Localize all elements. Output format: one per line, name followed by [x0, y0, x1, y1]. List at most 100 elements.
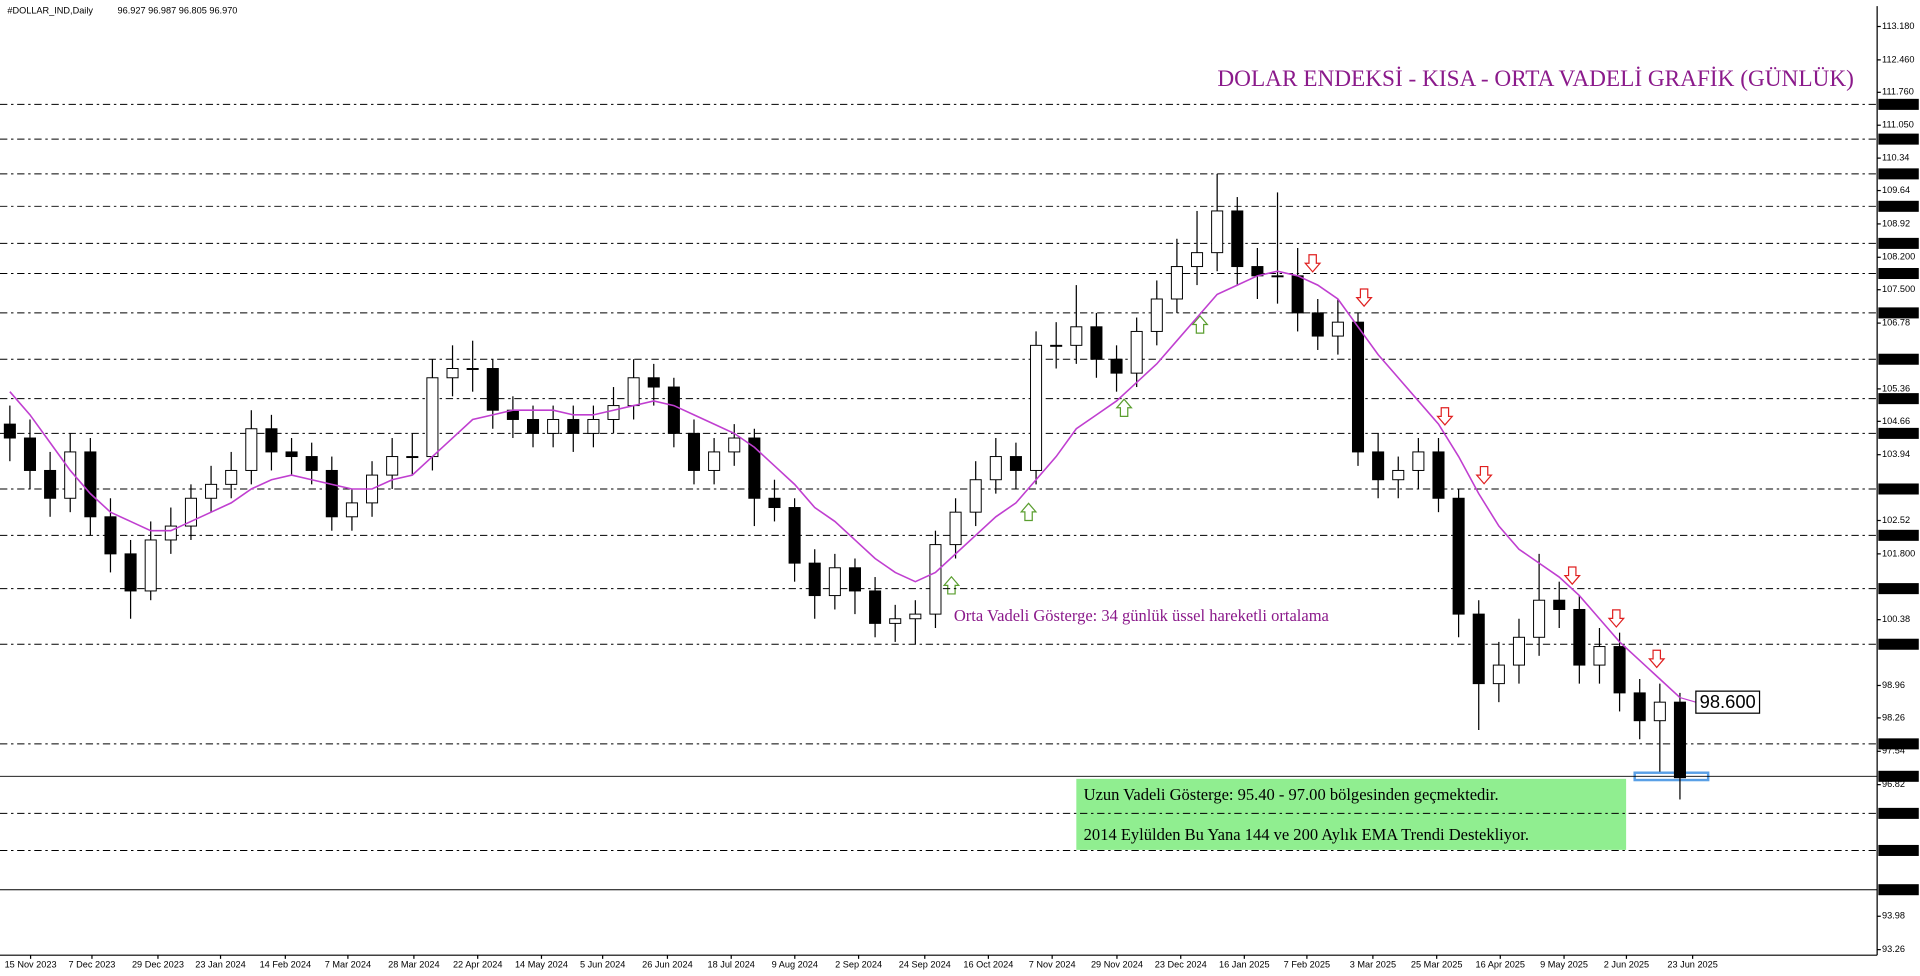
x-tick-label: 7 Dec 2023 — [68, 959, 115, 969]
candle-body — [84, 451, 97, 518]
level-label-box — [1878, 738, 1919, 750]
candle-body — [3, 423, 16, 439]
candle-body — [144, 539, 157, 592]
candle-body — [23, 437, 37, 471]
x-tick-label: 29 Nov 2024 — [1091, 959, 1143, 969]
level-label: 105.150 — [1881, 394, 1914, 404]
up-arrow — [1191, 315, 1209, 334]
x-tick-label: 28 Mar 2024 — [388, 959, 439, 969]
candle-body — [1472, 613, 1485, 685]
level-label-box — [1878, 353, 1919, 365]
level-label: 103.200 — [1881, 484, 1914, 494]
y-tick-label: 108.92 — [1882, 218, 1910, 228]
candle-body — [64, 451, 77, 499]
level-label: 95.400 — [1881, 845, 1909, 855]
level-label: 101.050 — [1881, 584, 1914, 594]
candle-body — [305, 456, 318, 471]
y-tick-label: 97.54 — [1882, 746, 1905, 756]
x-tick-label: 18 Jul 2024 — [708, 959, 755, 969]
candle-body — [1231, 210, 1244, 268]
candle-body — [1311, 312, 1324, 337]
y-tick-label: 103.94 — [1882, 449, 1910, 459]
candle-body — [768, 497, 781, 509]
candle-body — [1170, 266, 1183, 300]
candle-body — [1030, 344, 1043, 471]
y-tick-label: 107.500 — [1882, 284, 1915, 294]
level-label-box — [1878, 807, 1919, 819]
level-label: 99.850 — [1881, 639, 1909, 649]
x-tick-label: 7 Mar 2024 — [325, 959, 371, 969]
candle-body — [1533, 599, 1546, 638]
candle-body — [1009, 456, 1022, 471]
level-label-box — [1878, 884, 1919, 896]
level-label: 106.000 — [1881, 354, 1914, 364]
y-tick-label: 108.200 — [1882, 252, 1915, 262]
x-tick-label: 23 Jan 2024 — [195, 959, 245, 969]
candle-body — [969, 479, 982, 513]
candle-body — [1050, 344, 1063, 347]
y-tick-label: 102.52 — [1882, 515, 1910, 525]
down-arrow — [1436, 407, 1454, 426]
level-label: 102.200 — [1881, 530, 1914, 540]
x-tick-label: 15 Nov 2023 — [5, 959, 57, 969]
candle-body — [889, 618, 902, 624]
candle-body — [989, 456, 1002, 481]
candle-body — [708, 451, 721, 471]
level-label: 110.750 — [1881, 134, 1914, 144]
level-label: 108.500 — [1881, 238, 1914, 248]
candle-body — [1070, 326, 1083, 346]
x-tick-label: 24 Sep 2024 — [899, 959, 951, 969]
chart-title: DOLAR ENDEKSİ - KISA - ORTA VADELİ GRAFİ… — [1217, 66, 1854, 92]
candle-body — [627, 377, 640, 407]
up-arrow — [942, 575, 961, 595]
candle-body — [808, 562, 821, 597]
down-arrow — [1475, 465, 1493, 485]
candle-body — [426, 377, 439, 458]
candle-body — [325, 469, 338, 518]
x-tick-label: 16 Apr 2025 — [1476, 959, 1525, 969]
y-tick-label: 93.98 — [1882, 911, 1905, 921]
level-label: 94.553 — [1881, 885, 1909, 895]
level-label-box — [1878, 638, 1919, 650]
header-prices: 96.927 96.987 96.805 96.970 — [118, 5, 238, 15]
candle-body — [748, 437, 761, 499]
candle-body — [1613, 646, 1626, 694]
long-term-note: Uzun Vadeli Gösterge: 95.40 - 97.00 bölg… — [1084, 785, 1499, 804]
candle-body — [1492, 664, 1505, 685]
candle-body — [486, 368, 499, 411]
candle-body — [1392, 469, 1405, 481]
level-label-box — [1878, 267, 1919, 280]
candle-body — [1351, 321, 1365, 453]
ema-note: Orta Vadeli Gösterge: 34 günlük üssel ha… — [954, 606, 1330, 625]
down-arrow — [1303, 254, 1322, 273]
up-arrow — [1019, 502, 1038, 522]
candle-body — [788, 507, 801, 564]
candle-body — [164, 525, 177, 541]
candle-body — [124, 553, 137, 592]
y-tick-label: 109.64 — [1882, 185, 1910, 195]
candle-body — [1090, 326, 1103, 360]
level-label-box — [1878, 307, 1919, 319]
x-tick-label: 2 Sep 2024 — [835, 959, 882, 969]
candle-body — [1211, 210, 1224, 254]
candle-body — [647, 377, 660, 388]
x-tick-label: 26 Jun 2024 — [642, 959, 692, 969]
y-tick-label: 106.78 — [1882, 318, 1910, 328]
x-tick-label: 14 Feb 2024 — [260, 959, 312, 969]
candle-body — [848, 567, 861, 592]
ema-label-leader — [1679, 696, 1697, 703]
candle-body — [446, 368, 459, 379]
candle-body — [909, 613, 922, 620]
level-label: 97.000 — [1881, 771, 1909, 781]
down-arrow — [1355, 288, 1373, 308]
y-tick-label: 98.96 — [1882, 680, 1905, 690]
level-label-box — [1878, 529, 1919, 541]
y-tick-label: 111.050 — [1882, 120, 1914, 130]
level-label: 110.000 — [1881, 169, 1914, 179]
candle-body — [1271, 275, 1284, 278]
candle-body — [406, 456, 419, 459]
level-label-box — [1878, 133, 1919, 145]
